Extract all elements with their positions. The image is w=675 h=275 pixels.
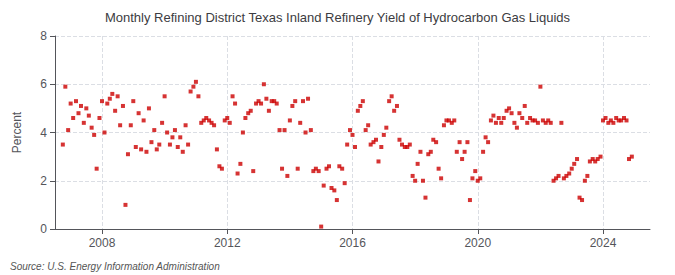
svg-text:2: 2 (40, 174, 47, 188)
svg-text:0: 0 (40, 222, 47, 236)
svg-text:6: 6 (40, 77, 47, 91)
svg-text:2024: 2024 (590, 236, 617, 250)
svg-text:2016: 2016 (339, 236, 366, 250)
svg-text:Source: U.S. Energy Informatio: Source: U.S. Energy Information Administ… (10, 261, 220, 272)
svg-text:Monthly Refining District Texa: Monthly Refining District Texas Inland R… (105, 10, 571, 25)
svg-text:Percent: Percent (10, 111, 24, 153)
svg-text:2008: 2008 (89, 236, 116, 250)
svg-text:8: 8 (40, 29, 47, 43)
svg-text:2012: 2012 (214, 236, 241, 250)
svg-text:2020: 2020 (464, 236, 491, 250)
svg-text:4: 4 (40, 126, 47, 140)
